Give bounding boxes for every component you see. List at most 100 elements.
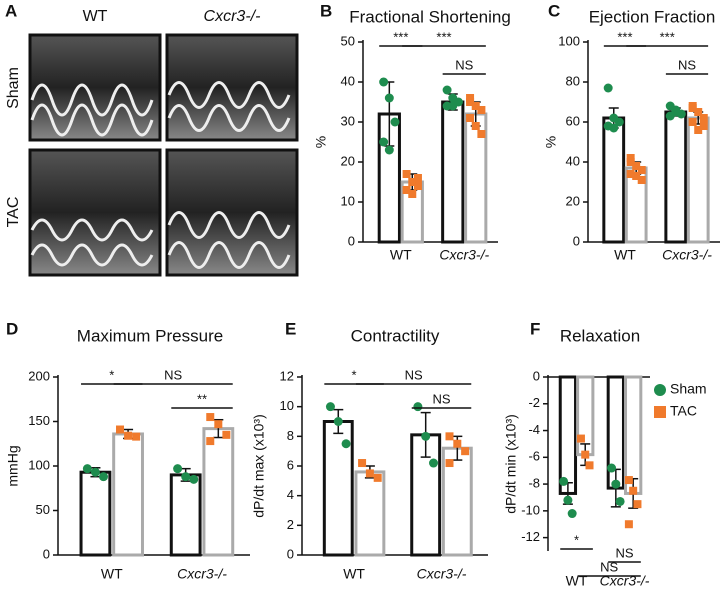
significance-label: *** xyxy=(617,29,632,44)
x-tick-label: Cxcr3-/- xyxy=(439,247,489,263)
column-label: WT xyxy=(83,8,108,25)
legend-label: TAC xyxy=(670,403,697,419)
data-point xyxy=(585,461,594,470)
bar xyxy=(79,470,112,557)
legend-marker xyxy=(654,406,666,418)
x-tick-label: WT xyxy=(390,247,412,263)
data-point xyxy=(384,93,394,103)
data-point xyxy=(373,473,382,482)
data-point xyxy=(609,123,619,133)
data-point xyxy=(603,83,613,93)
x-tick-label: WT xyxy=(343,566,365,582)
bar xyxy=(112,432,144,557)
data-point xyxy=(442,85,452,95)
echo-image xyxy=(28,148,162,277)
bar xyxy=(576,375,595,457)
significance-label: NS xyxy=(615,545,633,560)
data-point xyxy=(471,102,480,110)
significance-label: ** xyxy=(197,391,207,406)
x-tick-label: WT xyxy=(614,247,636,263)
data-point xyxy=(341,439,351,449)
significance-label: *** xyxy=(393,29,408,44)
y-axis-label: dP/dt max (x10³) xyxy=(251,414,267,517)
data-point xyxy=(671,107,681,117)
chart-title: Maximum Pressure xyxy=(77,326,223,345)
y-tick-label: 0 xyxy=(533,368,540,383)
chart-title: Fractional Shortening xyxy=(349,7,511,26)
data-point xyxy=(694,108,703,116)
y-tick-label: -10 xyxy=(521,502,540,517)
bar xyxy=(602,116,626,244)
data-point xyxy=(607,463,617,473)
row-label: Sham xyxy=(5,67,22,109)
bar xyxy=(354,470,386,557)
significance-label: NS xyxy=(432,391,450,406)
data-point xyxy=(402,170,411,178)
echo-image xyxy=(165,148,299,277)
data-point xyxy=(402,186,411,194)
data-point xyxy=(563,495,573,505)
data-point xyxy=(90,467,100,477)
y-tick-label: 150 xyxy=(28,413,50,428)
y-tick-label: 0 xyxy=(348,233,355,248)
y-tick-label: 0 xyxy=(573,233,580,248)
bar xyxy=(202,427,235,557)
legend-marker xyxy=(654,384,666,396)
significance-label: NS xyxy=(455,57,473,72)
data-point xyxy=(699,122,708,130)
data-point xyxy=(222,430,231,439)
y-tick-label: 2 xyxy=(287,517,294,532)
data-point xyxy=(637,166,646,174)
panel-letter: A xyxy=(5,1,17,20)
y-tick-label: 50 xyxy=(36,502,50,517)
data-point xyxy=(421,431,431,441)
y-tick-label: 100 xyxy=(558,33,580,48)
y-axis-label: dP/dt min (x10³) xyxy=(503,414,519,514)
panel-letter: B xyxy=(320,1,332,20)
y-tick-label: -2 xyxy=(528,395,540,410)
data-point xyxy=(466,98,475,106)
y-tick-label: -6 xyxy=(528,449,540,464)
data-point xyxy=(477,106,486,114)
data-point xyxy=(379,137,389,147)
panel-letter: D xyxy=(6,319,18,338)
data-point xyxy=(384,145,394,155)
significance-label: *** xyxy=(436,29,451,44)
y-tick-label: 12 xyxy=(280,368,294,383)
y-tick-label: 20 xyxy=(341,153,355,168)
chart-title: Relaxation xyxy=(560,326,640,345)
data-point xyxy=(365,469,374,478)
y-tick-label: 0 xyxy=(43,546,50,561)
x-tick-label: Cxcr3-/- xyxy=(417,566,467,582)
data-point xyxy=(181,472,191,482)
panel-letter: E xyxy=(285,319,296,338)
data-point xyxy=(408,190,417,198)
y-tick-label: 100 xyxy=(28,457,50,472)
data-point xyxy=(173,464,183,474)
significance-label: * xyxy=(574,532,579,547)
y-tick-label: 30 xyxy=(341,113,355,128)
data-point xyxy=(624,476,633,485)
bar xyxy=(169,473,202,557)
chart-title: Contractility xyxy=(351,326,440,345)
x-tick-label: Cxcr3-/- xyxy=(177,566,227,582)
x-tick-label: WT xyxy=(101,566,123,582)
data-point xyxy=(445,459,454,468)
significance-label: * xyxy=(109,367,114,382)
y-tick-label: 60 xyxy=(566,113,580,128)
bar xyxy=(664,110,688,244)
bar xyxy=(624,375,643,495)
data-point xyxy=(694,126,703,134)
data-point xyxy=(413,174,422,182)
data-point xyxy=(390,117,400,127)
echo-trace xyxy=(30,81,291,269)
data-point xyxy=(615,496,625,506)
data-point xyxy=(358,459,367,468)
data-point xyxy=(477,130,486,138)
data-point xyxy=(429,458,439,468)
image-panel: A WT Cxcr3-/- Sham TAC xyxy=(5,1,299,277)
data-point xyxy=(699,114,708,122)
data-point xyxy=(413,402,423,412)
data-point xyxy=(559,476,569,486)
y-axis-label: % xyxy=(313,136,329,148)
